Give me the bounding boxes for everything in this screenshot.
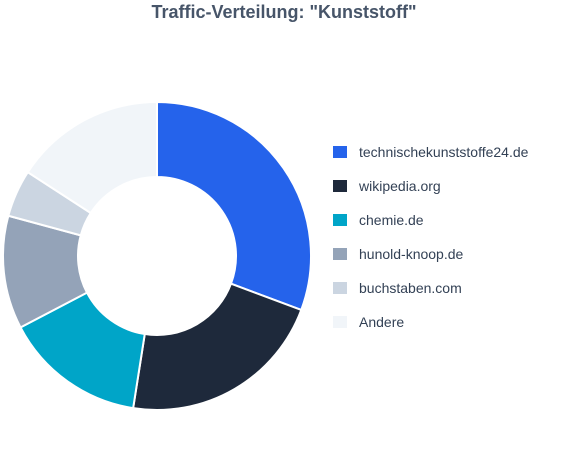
legend-swatch (333, 180, 347, 192)
legend-swatch (333, 316, 347, 328)
legend-swatch (333, 248, 347, 260)
legend-label: wikipedia.org (359, 178, 441, 194)
legend-label: technischekunststoffe24.de (359, 144, 529, 160)
legend-item[interactable]: chemie.de (333, 203, 528, 237)
legend-label: chemie.de (359, 212, 424, 228)
legend-swatch (333, 146, 347, 158)
legend-swatch (333, 214, 347, 226)
legend-item[interactable]: hunold-knoop.de (333, 237, 528, 271)
legend-item[interactable]: technischekunststoffe24.de (333, 135, 528, 169)
legend-item[interactable]: buchstaben.com (333, 271, 528, 305)
donut-slice-0[interactable] (156, 100, 312, 312)
chart-title: Traffic-Verteilung: "Kunststoff" (151, 2, 417, 22)
chart-legend: technischekunststoffe24.de wikipedia.org… (333, 135, 528, 339)
legend-swatch (333, 282, 347, 294)
legend-item[interactable]: wikipedia.org (333, 169, 528, 203)
legend-item[interactable]: Andere (333, 305, 528, 339)
legend-label: hunold-knoop.de (359, 246, 464, 262)
donut-slices (2, 100, 312, 411)
donut-slice-5[interactable] (26, 100, 158, 215)
legend-label: Andere (359, 314, 405, 330)
legend-label: buchstaben.com (359, 280, 462, 296)
donut-slice-1[interactable] (132, 282, 303, 411)
